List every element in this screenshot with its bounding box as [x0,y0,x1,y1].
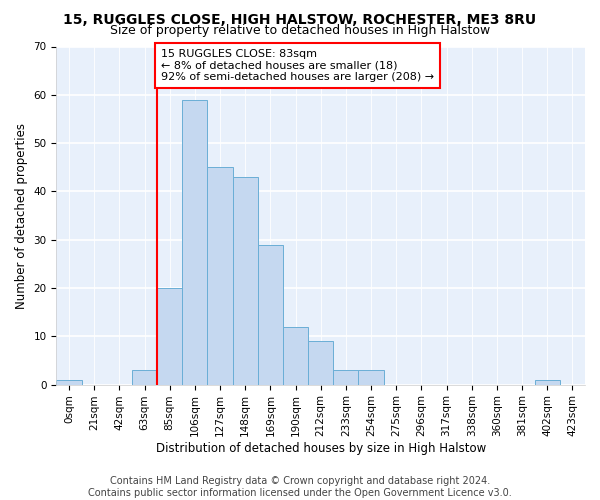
Text: 15, RUGGLES CLOSE, HIGH HALSTOW, ROCHESTER, ME3 8RU: 15, RUGGLES CLOSE, HIGH HALSTOW, ROCHEST… [64,12,536,26]
Text: 15 RUGGLES CLOSE: 83sqm
← 8% of detached houses are smaller (18)
92% of semi-det: 15 RUGGLES CLOSE: 83sqm ← 8% of detached… [161,49,434,82]
Bar [308,341,333,384]
Text: Contains HM Land Registry data © Crown copyright and database right 2024.
Contai: Contains HM Land Registry data © Crown c… [88,476,512,498]
Bar [258,244,283,384]
Bar [157,288,182,384]
Bar [535,380,560,384]
Bar [283,326,308,384]
Bar [132,370,157,384]
Y-axis label: Number of detached properties: Number of detached properties [15,122,28,308]
Bar [208,167,233,384]
X-axis label: Distribution of detached houses by size in High Halstow: Distribution of detached houses by size … [155,442,486,455]
Bar [358,370,383,384]
Bar [182,100,208,385]
Bar [333,370,358,384]
Bar [56,380,82,384]
Text: Size of property relative to detached houses in High Halstow: Size of property relative to detached ho… [110,24,490,37]
Bar [233,177,258,384]
